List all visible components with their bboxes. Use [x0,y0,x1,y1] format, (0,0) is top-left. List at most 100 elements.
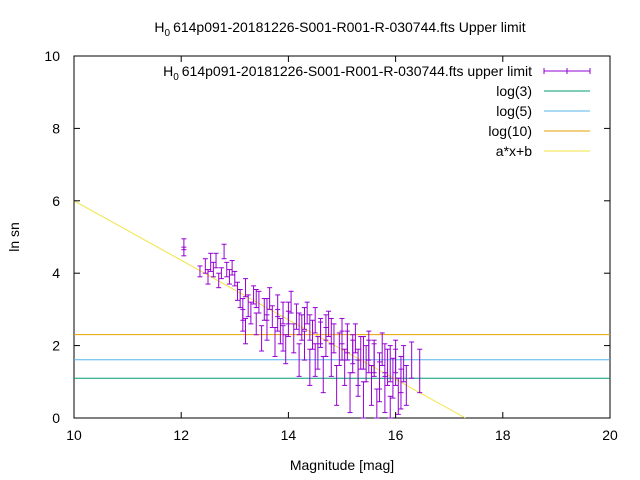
x-tick-label: 16 [388,427,404,443]
data-point [312,343,318,377]
data-point [232,270,238,287]
data-point [401,345,407,383]
data-point [374,388,380,419]
y-tick-label: 2 [52,338,60,354]
legend-label: log(3) [496,83,532,99]
data-point [358,336,364,370]
legend: H0 614p091-20181226-S001-R001-R-030744.ft… [163,63,591,159]
x-tick-label: 10 [66,427,82,443]
plot-area [73,55,611,419]
data-point [355,348,361,386]
data-point [307,314,313,341]
data-points [181,238,423,419]
data-point [344,323,350,354]
data-point [224,261,230,278]
y-tick-label: 4 [52,265,60,281]
data-point [315,336,321,370]
data-point [368,365,374,406]
data-point [382,343,388,377]
data-point [237,288,243,309]
data-point [403,365,409,406]
y-tick-label: 8 [52,120,60,136]
x-tick-label: 20 [602,427,618,443]
legend-item: a*x+b [496,143,590,159]
data-point [360,381,366,419]
data-point [264,298,270,321]
data-point [387,395,393,419]
data-point [240,308,246,332]
legend-label: a*x+b [496,143,532,159]
data-point [387,345,393,383]
data-point [312,307,318,334]
data-point [205,269,211,285]
data-point [318,321,324,348]
data-point [352,323,358,354]
data-point [299,314,305,341]
data-point [197,265,203,278]
data-point [398,368,404,410]
x-tick-label: 12 [173,427,189,443]
y-axis-label: ln sn [6,222,22,252]
data-point [296,343,302,377]
data-point [181,246,187,257]
data-point [202,258,208,274]
data-point [339,330,345,361]
data-point [221,243,227,260]
legend-item: H0 614p091-20181226-S001-R001-R-030744.ft… [163,63,591,83]
data-point [218,267,224,280]
data-point [283,334,289,365]
data-point [350,334,356,365]
legend-item: log(10) [488,123,590,139]
data-point [280,301,286,325]
tick-layer: 10 12 14 16 18 20 0 2 4 6 8 10 [44,48,618,443]
data-point [259,325,265,352]
y-tick-label: 10 [44,48,60,64]
data-point [301,330,307,361]
chart-title: H0 614p091-20181226-S001-R001-R-030744.ft… [154,19,525,39]
data-point [296,312,302,336]
x-tick-label: 14 [281,427,297,443]
data-point [243,317,249,345]
data-point [272,327,278,357]
data-point [360,336,366,370]
legend-label: log(10) [488,123,532,139]
data-point [363,345,369,383]
data-point [280,325,286,352]
data-point [323,314,329,341]
data-point [293,303,299,330]
data-point [210,261,216,278]
data-point [307,348,313,386]
data-point [256,290,262,314]
data-point [288,290,294,314]
data-point [334,365,340,406]
legend-label: H0 614p091-20181226-S001-R001-R-030744.ft… [163,63,532,83]
legend-label: log(5) [496,103,532,119]
data-point [267,287,273,310]
data-point [393,348,399,386]
data-point [275,308,281,332]
data-point [385,348,391,386]
data-point [301,307,307,330]
data-point [234,281,240,301]
data-point [229,260,235,276]
data-point [213,252,219,269]
y-tick-label: 6 [52,193,60,209]
data-point [251,285,257,305]
data-point [379,332,385,367]
plot-layer [73,200,610,419]
data-point [395,377,401,415]
data-point [253,288,259,309]
data-point [377,361,383,403]
data-point [216,272,222,289]
data-point [326,310,332,338]
data-point [320,355,326,394]
data-point [331,323,337,354]
data-point [336,332,342,367]
data-point [208,252,214,272]
data-point [304,301,310,325]
data-point [277,317,283,345]
data-point [261,298,267,321]
y-tick-label: 0 [52,410,60,426]
data-point [342,348,348,386]
